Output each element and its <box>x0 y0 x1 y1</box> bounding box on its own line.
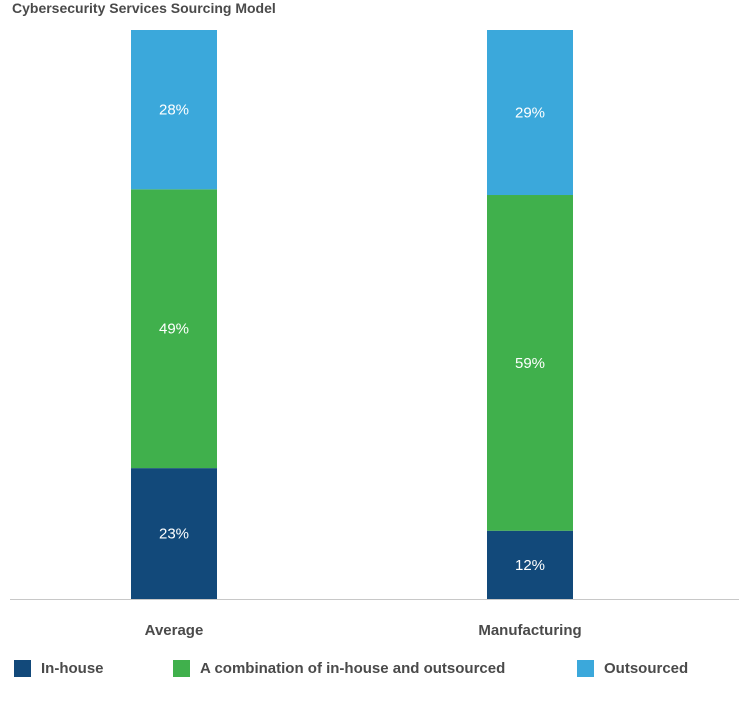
legend-swatch-combination <box>173 660 190 677</box>
bar-average-a <box>131 189 217 469</box>
legend-item-in-house: In-house <box>14 660 104 677</box>
legend-label-outsourced: Outsourced <box>604 660 689 677</box>
data-label-average-2: 28% <box>159 102 189 119</box>
legend-item-combination: A combination of in-house and outsourced <box>173 660 505 677</box>
legend-label-in-house: In-house <box>41 660 104 677</box>
data-label-manufacturing-2: 29% <box>515 105 545 122</box>
data-label-average-0: 23% <box>159 526 189 543</box>
bar-average-outsourced <box>131 30 217 190</box>
stacked-bar-chart: 23% 49% 28% Average 12% 59% 29% Manufacturing <box>10 30 739 639</box>
legend: In-house A combination of in-house and o… <box>0 660 753 682</box>
chart-title: Cybersecurity Services Sourcing Model <box>12 0 276 16</box>
x-tick-label-average: Average <box>145 622 204 639</box>
data-label-average-1: 49% <box>159 321 189 338</box>
data-label-manufacturing-0: 12% <box>515 557 545 574</box>
bar-manufacturing-outsourced <box>487 30 573 196</box>
legend-label-combination: A combination of in-house and outsourced <box>200 660 506 677</box>
x-tick-label-manufacturing: Manufacturing <box>478 622 581 639</box>
legend-swatch-in-house <box>14 660 31 677</box>
bar-manufacturing-a <box>487 195 573 531</box>
legend-swatch-outsourced <box>577 660 594 677</box>
bar-manufacturing-in <box>487 530 573 599</box>
legend-item-outsourced: Outsourced <box>577 660 688 677</box>
bar-average-in <box>131 468 217 599</box>
data-label-manufacturing-1: 59% <box>515 355 545 372</box>
